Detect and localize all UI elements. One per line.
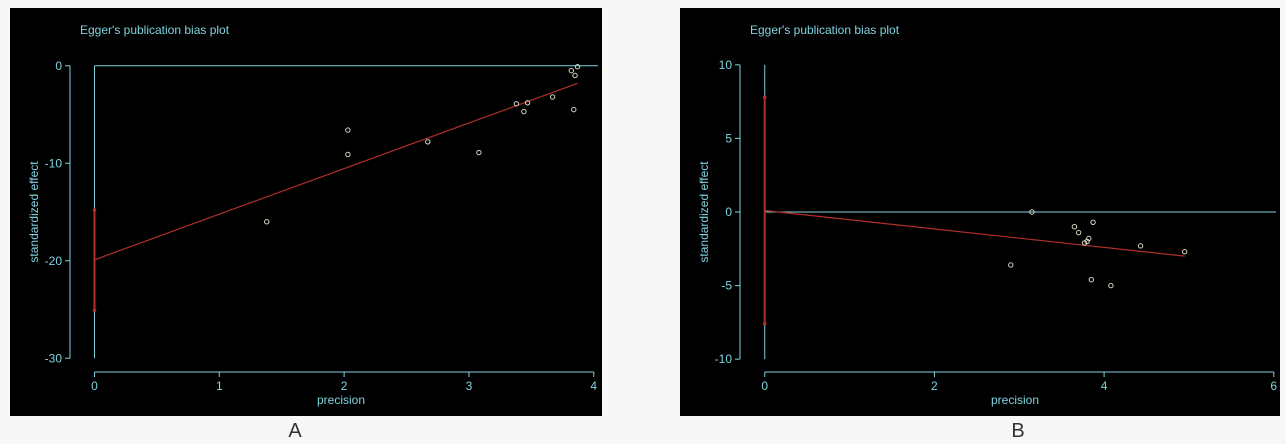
- data-point: [549, 94, 556, 100]
- data-point: [568, 67, 574, 74]
- panel-label-b: B: [1011, 420, 1025, 442]
- chart-b-svg: Egger's publication bias plot 10 5 0 -5 -10 st…: [697, 23, 1277, 407]
- data-point: [345, 127, 351, 133]
- y-axis-label: standardized effect: [27, 161, 41, 263]
- x-tick-label: 0: [91, 379, 98, 393]
- data-point: [1181, 249, 1188, 255]
- x-tick-label: 2: [931, 379, 938, 393]
- y-tick-label: -30: [45, 351, 63, 365]
- x-axis-label: precision: [991, 393, 1039, 407]
- intercept-ci-end: [762, 95, 767, 100]
- regression-line: [764, 209, 1185, 257]
- egger-plot-b: Egger's publication bias plot 10 5 0 -5 -10 st…: [680, 8, 1280, 416]
- x-tick-label: 1: [216, 379, 223, 393]
- y-tick-label: -20: [45, 254, 63, 268]
- intercept-ci-end: [92, 208, 97, 212]
- data-point: [571, 106, 577, 113]
- intercept-ci-end: [762, 322, 767, 326]
- y-tick-label: 0: [725, 205, 732, 219]
- y-tick-label: 0: [55, 59, 62, 73]
- y-tick-label: 5: [725, 131, 732, 145]
- egger-plot-a: Egger's publication bias plot 0 -10 -20 -30 s…: [10, 8, 602, 416]
- x-tick-label: 6: [1270, 379, 1277, 393]
- data-point: [476, 149, 482, 156]
- data-point: [572, 72, 578, 79]
- x-tick-label: 2: [341, 379, 348, 393]
- panel-label-a: A: [288, 420, 302, 442]
- x-axis-label: precision: [317, 393, 365, 407]
- x-tick-label: 4: [590, 379, 597, 393]
- intercept-ci-end: [92, 308, 97, 313]
- data-point: [524, 100, 531, 106]
- y-tick-label: -5: [721, 279, 732, 293]
- x-tick-label: 4: [1101, 379, 1108, 393]
- data-point: [1071, 224, 1078, 230]
- y-tick-label: 10: [719, 58, 733, 72]
- y-tick-label: -10: [715, 352, 733, 366]
- data-point: [1090, 219, 1096, 226]
- data-point: [1029, 209, 1035, 215]
- data-point: [521, 108, 527, 115]
- data-point: [1075, 229, 1082, 236]
- data-point: [1088, 276, 1095, 283]
- data-point: [513, 101, 520, 107]
- data-point: [345, 151, 351, 158]
- data-point: [574, 64, 581, 70]
- data-point: [1008, 262, 1014, 268]
- data-point: [425, 139, 431, 145]
- chart-a-svg: Egger's publication bias plot 0 -10 -20 -30 s…: [27, 23, 598, 407]
- data-point: [1108, 282, 1114, 289]
- chart-title: Egger's publication bias plot: [80, 23, 230, 37]
- y-tick-label: -10: [45, 156, 63, 170]
- chart-title: Egger's publication bias plot: [750, 23, 900, 37]
- data-point: [1137, 243, 1144, 249]
- regression-line: [94, 82, 578, 261]
- x-tick-label: 0: [761, 379, 768, 393]
- data-point: [264, 219, 270, 225]
- x-tick-label: 3: [466, 379, 473, 393]
- data-point: [1086, 235, 1092, 242]
- y-axis-label: standardized effect: [697, 161, 711, 263]
